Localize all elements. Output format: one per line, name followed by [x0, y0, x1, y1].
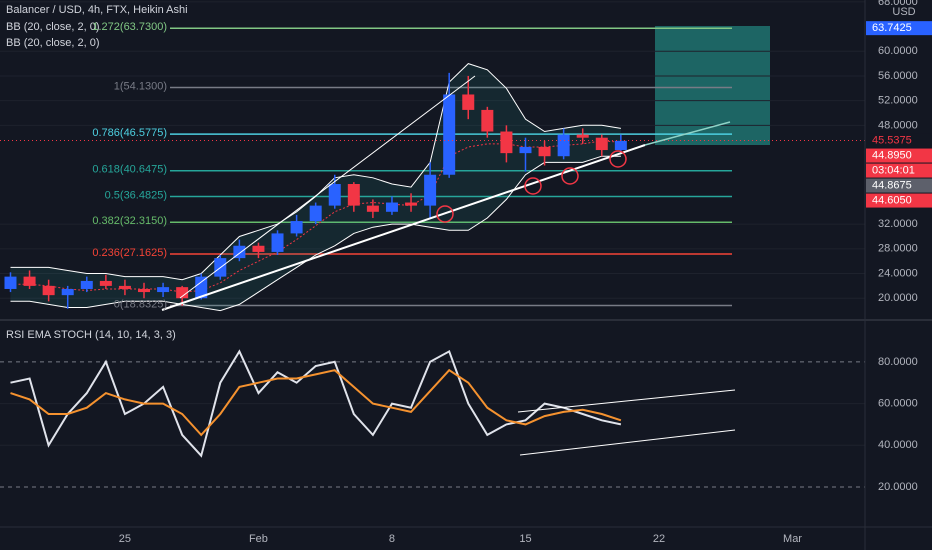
band-fill — [10, 63, 621, 311]
y-tick-label: 20.0000 — [878, 481, 918, 493]
y-tick-label: 32.0000 — [878, 218, 918, 230]
x-tick-label: 22 — [653, 533, 665, 545]
y-tick-label: 40.0000 — [878, 439, 918, 451]
plot — [0, 1, 865, 488]
price-badge-label: 44.6050 — [872, 194, 912, 206]
osc-channel-top — [517, 389, 736, 413]
support-projection — [644, 121, 731, 146]
fib-label: 0.382(32.3150) — [92, 215, 167, 227]
touch-circle — [436, 205, 454, 223]
candle-body — [61, 288, 74, 296]
candle-body — [138, 288, 151, 293]
candle-body — [290, 221, 303, 234]
fib-label: 1(54.1300) — [114, 80, 167, 92]
oscillator-line — [10, 349, 622, 458]
candle-body — [309, 205, 322, 222]
fib-label: 0.786(46.5775) — [92, 127, 167, 139]
x-tick-label: 25 — [119, 533, 131, 545]
candle-body — [424, 174, 437, 206]
candle-body — [80, 280, 93, 289]
candle-body — [4, 276, 17, 289]
y-tick-label: 52.0000 — [878, 95, 918, 107]
candle-body — [252, 245, 265, 252]
candle-body — [157, 287, 170, 293]
x-tick-label: 15 — [519, 533, 531, 545]
fib-label: 0.236(27.1625) — [92, 247, 167, 259]
price-badge-label: 44.8675 — [872, 179, 912, 191]
indicator-label: BB (20, close, 2, 0) — [6, 37, 100, 49]
y-tick-label: 68.0000 — [878, 0, 918, 8]
fib-label: 0.618(40.6475) — [92, 164, 167, 176]
candle-body — [42, 285, 55, 296]
price-badge — [866, 21, 932, 36]
candle-body — [557, 134, 570, 157]
currency: USD — [892, 6, 915, 18]
candle-body — [385, 202, 398, 212]
candle-body — [328, 184, 341, 206]
y-tick-label: 56.0000 — [878, 70, 918, 82]
candle-body — [443, 94, 456, 175]
candle-body — [576, 134, 589, 138]
candle-body — [118, 285, 131, 289]
fib-label: 1.272(63.7300) — [92, 21, 167, 33]
support-line — [161, 144, 646, 311]
candle-body — [366, 205, 379, 212]
x-tick-label: Mar — [783, 533, 802, 545]
touch-circle — [561, 167, 579, 185]
candle-body — [271, 233, 284, 252]
price-badge — [866, 163, 932, 178]
labels: Balancer / USD, 4h, FTX, Heikin Ashi BB … — [6, 0, 932, 545]
y-tick-label: 20.0000 — [878, 292, 918, 304]
candle-body — [23, 276, 36, 286]
y-tick-label: 60.0000 — [878, 397, 918, 409]
candle-body — [195, 276, 208, 299]
chart-title: Balancer / USD, 4h, FTX, Heikin Ashi — [6, 4, 188, 16]
candle-body — [519, 146, 532, 154]
candle-body — [500, 131, 513, 154]
fib-label: 0(18.8325) — [114, 298, 167, 310]
channel-line — [179, 75, 476, 299]
candle-body — [614, 140, 627, 151]
candle-body — [176, 287, 189, 299]
price-badge-label: 03:04:01 — [872, 164, 915, 176]
oscillator-line — [10, 368, 622, 437]
price-badge-label: 45.5375 — [872, 134, 912, 146]
price-badge — [866, 133, 932, 148]
touch-circle — [524, 177, 542, 195]
y-tick-label: 28.0000 — [878, 243, 918, 255]
touch-circle — [609, 150, 627, 168]
candle-body — [481, 109, 494, 132]
x-tick-label: Feb — [249, 533, 268, 545]
y-tick-label: 24.0000 — [878, 267, 918, 279]
candle-body — [538, 146, 551, 157]
osc-channel-bottom — [519, 429, 736, 456]
candle-body — [462, 94, 475, 110]
trendlines — [161, 75, 736, 456]
y-tick-label: 80.0000 — [878, 356, 918, 368]
candle-body — [595, 137, 608, 151]
price-badge — [866, 148, 932, 163]
x-tick-label: 8 — [389, 533, 395, 545]
oscillator-title: RSI EMA STOCH (14, 10, 14, 3, 3) — [6, 329, 176, 341]
price-badge — [866, 193, 932, 208]
price-badge-label: 44.8950 — [872, 149, 912, 161]
candle-body — [405, 202, 418, 206]
fib-label: 0.5(36.4825) — [105, 189, 167, 201]
candle-body — [99, 280, 112, 286]
y-tick-label: 60.0000 — [878, 45, 918, 57]
y-tick-label: 48.0000 — [878, 119, 918, 131]
price-badge — [866, 178, 932, 193]
candle-body — [347, 184, 360, 206]
band-lower — [10, 155, 621, 312]
price-badge-label: 63.7425 — [872, 22, 912, 34]
indicator-label: BB (20, close, 2, 0) — [6, 21, 100, 33]
